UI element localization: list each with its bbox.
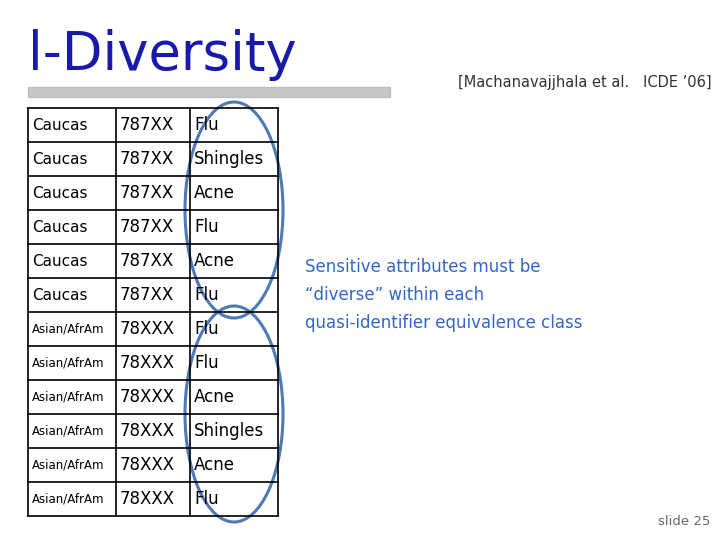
Text: Asian/AfrAm: Asian/AfrAm <box>32 390 104 403</box>
Text: Caucas: Caucas <box>32 118 88 132</box>
Text: Asian/AfrAm: Asian/AfrAm <box>32 458 104 471</box>
Text: 78XXX: 78XXX <box>120 388 175 406</box>
Text: Flu: Flu <box>194 116 219 134</box>
Text: Flu: Flu <box>194 286 219 304</box>
Text: 78XXX: 78XXX <box>120 456 175 474</box>
Text: Shingles: Shingles <box>194 150 264 168</box>
Text: Acne: Acne <box>194 388 235 406</box>
Text: 787XX: 787XX <box>120 252 174 270</box>
Text: 78XXX: 78XXX <box>120 354 175 372</box>
Text: Asian/AfrAm: Asian/AfrAm <box>32 356 104 369</box>
Text: slide 25: slide 25 <box>657 515 710 528</box>
Text: [Machanavajjhala et al.   ICDE ’06]: [Machanavajjhala et al. ICDE ’06] <box>459 75 712 90</box>
Text: Acne: Acne <box>194 184 235 202</box>
Text: Shingles: Shingles <box>194 422 264 440</box>
Text: 787XX: 787XX <box>120 116 174 134</box>
Text: Caucas: Caucas <box>32 186 88 200</box>
Text: Acne: Acne <box>194 456 235 474</box>
Text: 78XXX: 78XXX <box>120 490 175 508</box>
Text: Sensitive attributes must be
“diverse” within each
quasi-identifier equivalence : Sensitive attributes must be “diverse” w… <box>305 258 582 332</box>
Text: Caucas: Caucas <box>32 152 88 166</box>
Text: 787XX: 787XX <box>120 286 174 304</box>
Text: Caucas: Caucas <box>32 219 88 234</box>
Text: Asian/AfrAm: Asian/AfrAm <box>32 322 104 335</box>
Text: 787XX: 787XX <box>120 218 174 236</box>
Text: 787XX: 787XX <box>120 150 174 168</box>
Text: 787XX: 787XX <box>120 184 174 202</box>
Text: 78XXX: 78XXX <box>120 320 175 338</box>
Text: Asian/AfrAm: Asian/AfrAm <box>32 492 104 505</box>
Text: Flu: Flu <box>194 320 219 338</box>
Text: l-Diversity: l-Diversity <box>28 29 297 81</box>
Text: Caucas: Caucas <box>32 287 88 302</box>
Text: Flu: Flu <box>194 218 219 236</box>
Text: Flu: Flu <box>194 490 219 508</box>
Text: Flu: Flu <box>194 354 219 372</box>
Text: Acne: Acne <box>194 252 235 270</box>
Text: Asian/AfrAm: Asian/AfrAm <box>32 424 104 437</box>
Text: Caucas: Caucas <box>32 253 88 268</box>
Text: 78XXX: 78XXX <box>120 422 175 440</box>
